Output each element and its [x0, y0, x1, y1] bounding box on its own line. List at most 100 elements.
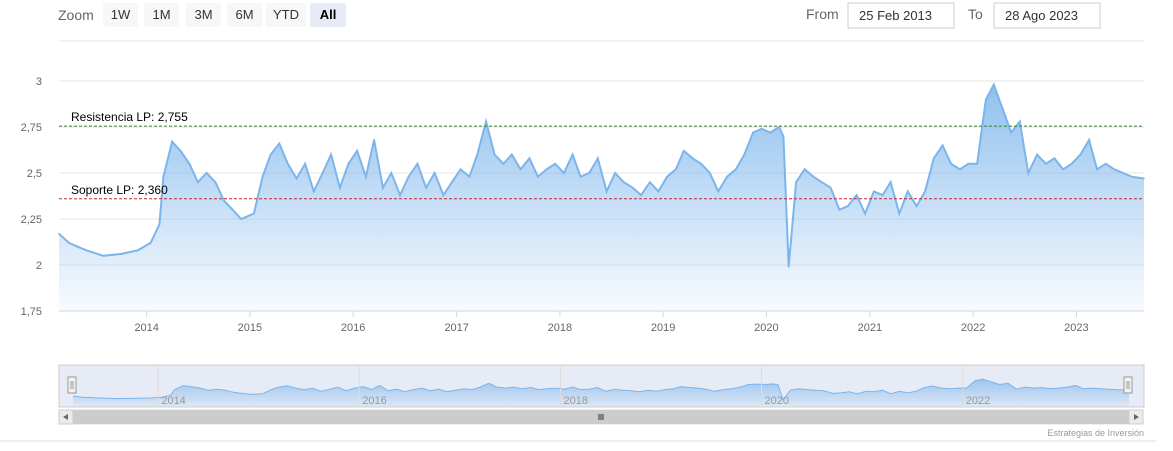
- series-point: [214, 181, 217, 183]
- scrollbar[interactable]: [58, 409, 1144, 425]
- series-point: [821, 181, 823, 183]
- series-point: [158, 223, 161, 226]
- resistance-label: Resistencia LP: 2,755: [71, 110, 188, 124]
- range-button-1m[interactable]: 1M: [144, 3, 179, 27]
- series-point: [1105, 163, 1107, 165]
- series-point: [433, 172, 436, 174]
- series-point: [468, 175, 471, 178]
- x-tick-label: 2021: [858, 322, 882, 334]
- series-point: [68, 242, 70, 244]
- range-button-bg[interactable]: [103, 3, 138, 27]
- series-point: [528, 157, 531, 160]
- series-point: [579, 175, 582, 178]
- series-point: [691, 157, 694, 160]
- y-tick-label: 3: [36, 76, 42, 88]
- series-point: [907, 190, 909, 193]
- navigator-tick-label: 2014: [161, 395, 185, 407]
- x-tick-label: 2016: [341, 322, 365, 334]
- range-button-label: All: [320, 7, 337, 22]
- series-point: [752, 131, 754, 134]
- series-point: [778, 126, 780, 128]
- series-point: [993, 83, 995, 86]
- x-tick-label: 2017: [444, 322, 468, 334]
- series-point: [321, 172, 324, 174]
- series-point: [967, 163, 970, 165]
- arrow-left-icon: [63, 414, 68, 420]
- series-point: [614, 172, 616, 174]
- series-point: [339, 186, 341, 189]
- series-point: [1001, 107, 1004, 110]
- series-point: [162, 175, 165, 178]
- range-button-3m[interactable]: 3M: [186, 3, 221, 27]
- series-point: [838, 209, 841, 211]
- series-point: [709, 172, 711, 174]
- series-point: [1130, 175, 1133, 178]
- series-point: [803, 168, 806, 171]
- navigator-line: [72, 378, 1130, 401]
- series-point: [304, 163, 306, 165]
- navigator[interactable]: 2014 2016 2018 2020 2022: [58, 364, 1145, 408]
- series-point: [519, 168, 522, 171]
- series-point: [537, 175, 539, 178]
- series-point: [782, 135, 785, 137]
- series-point: [1096, 168, 1098, 171]
- y-tick-label: 1,75: [21, 306, 42, 318]
- range-button-6m[interactable]: 6M: [227, 3, 262, 27]
- navigator-handle-left[interactable]: [67, 376, 77, 394]
- series-point: [847, 205, 849, 207]
- series-point: [623, 181, 625, 183]
- series-point: [1062, 168, 1064, 171]
- series-point: [313, 190, 315, 193]
- x-tick-label: 2019: [651, 322, 675, 334]
- x-tick-label: 2022: [961, 322, 985, 334]
- series-point: [898, 212, 901, 215]
- series-point: [649, 181, 651, 183]
- range-button-1w[interactable]: 1W: [103, 3, 138, 27]
- series-point: [261, 175, 264, 178]
- series-point: [1045, 163, 1047, 165]
- range-button-bg[interactable]: [310, 3, 346, 27]
- series-point: [855, 194, 858, 196]
- range-button-all[interactable]: All: [310, 3, 346, 27]
- plot-series: [58, 82, 1145, 311]
- navigator-outline: [58, 364, 1145, 408]
- range-button-bg[interactable]: [266, 3, 306, 27]
- series-point: [485, 120, 487, 123]
- series-point: [253, 212, 255, 215]
- credits-text: Estrategias de Inversión: [1047, 428, 1144, 438]
- navigator-tick-label: 2022: [966, 395, 990, 407]
- x-axis: 2014 2015 2016 2017 2018 2019 2020 2021 2022 2023: [59, 310, 1144, 334]
- series-point: [675, 168, 677, 171]
- series-point: [205, 172, 208, 174]
- grip-icon: [598, 414, 604, 420]
- series-point: [278, 142, 281, 145]
- series-point: [597, 157, 599, 160]
- series-point: [399, 194, 401, 196]
- range-button-bg[interactable]: [186, 3, 221, 27]
- series-point: [666, 175, 668, 178]
- range-button-bg[interactable]: [144, 3, 179, 27]
- support-label: Soporte LP: 2,360: [71, 183, 168, 197]
- series-point: [873, 190, 875, 193]
- series-point: [864, 212, 866, 215]
- series-point: [1010, 131, 1012, 134]
- series-point: [933, 157, 935, 160]
- navigator-tick-label: 2016: [362, 395, 386, 407]
- series-point: [941, 144, 944, 147]
- series-point: [373, 139, 375, 141]
- series-point: [915, 205, 918, 207]
- series-area: [59, 84, 1144, 311]
- plot-annotations: Resistencia LP: 2,755 Soporte LP: 2,360: [59, 110, 1144, 200]
- handle-body[interactable]: [1123, 376, 1133, 394]
- series-point: [295, 177, 298, 180]
- range-button-ytd[interactable]: YTD: [266, 3, 306, 27]
- to-date-input[interactable]: [993, 2, 1101, 29]
- series-point: [571, 153, 574, 156]
- series-point: [179, 150, 182, 152]
- from-date-input[interactable]: [847, 2, 955, 29]
- handle-body[interactable]: [67, 376, 77, 394]
- series-point: [390, 172, 393, 174]
- series-point: [416, 163, 419, 165]
- range-button-bg[interactable]: [227, 3, 262, 27]
- navigator-handle-right[interactable]: [1123, 376, 1133, 394]
